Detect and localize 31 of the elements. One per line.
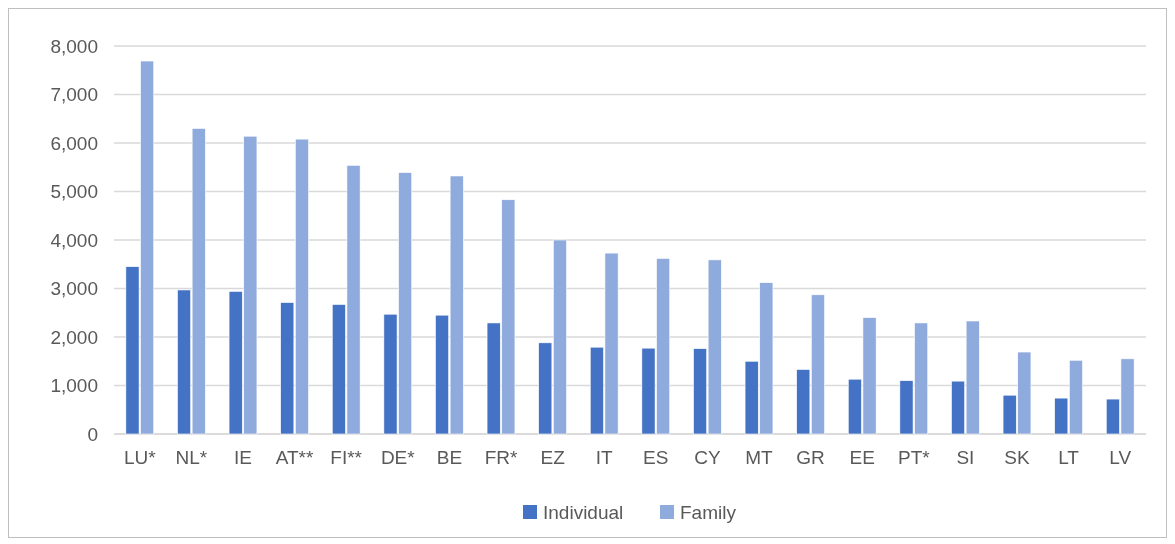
x-tick-label: NL*: [175, 447, 208, 468]
x-tick-label: LT: [1058, 447, 1080, 468]
x-tick-label: BE: [436, 447, 463, 468]
x-tick-label: CY: [694, 447, 721, 468]
x-tick-label: IT: [595, 447, 614, 468]
x-tick-label: FR*: [484, 447, 518, 468]
x-tick-label: GR: [796, 447, 825, 468]
x-tick-label: LV: [1109, 447, 1132, 468]
x-tick-label: EZ: [540, 447, 566, 468]
x-tick-label: AT**: [275, 447, 315, 468]
y-tick-label: 5,000: [50, 181, 98, 203]
y-tick-label: 7,000: [50, 84, 98, 106]
y-tick-label: 8,000: [50, 35, 98, 57]
y-tick-label: 6,000: [50, 132, 98, 154]
x-tick-label: ES: [643, 447, 669, 468]
y-tick-label: 3,000: [50, 278, 98, 300]
x-tick-label: LU*: [123, 447, 157, 468]
x-tick-label: IE: [234, 447, 252, 468]
x-tick-label: FI**: [330, 447, 363, 468]
y-tick-label: 1,000: [50, 375, 98, 397]
x-tick-label: MT: [745, 447, 774, 468]
legend-label: Individual: [543, 501, 624, 523]
legend-label: Family: [680, 501, 737, 523]
x-tick-label: PT*: [897, 447, 931, 468]
y-tick-label: 2,000: [50, 326, 98, 348]
x-tick-label: EE: [849, 447, 875, 468]
y-tick-label: 4,000: [50, 229, 98, 251]
x-tick-label: DE*: [380, 447, 416, 468]
x-tick-label: SK: [1004, 447, 1030, 468]
x-tick-label: SI: [956, 447, 975, 468]
y-tick-label: 0: [87, 423, 98, 445]
